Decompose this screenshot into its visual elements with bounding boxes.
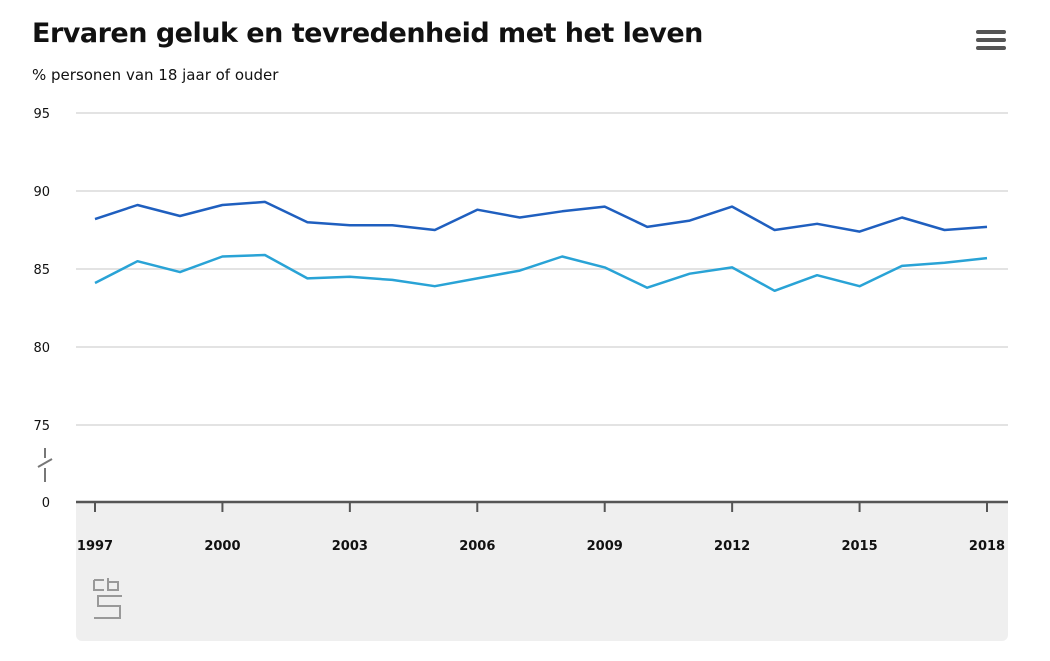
x-tick-label: 2006	[459, 539, 495, 554]
axes	[37, 448, 1008, 512]
y-tick-label: 80	[33, 341, 50, 356]
menu-bar	[976, 46, 1006, 50]
x-tick-label: 2000	[204, 539, 240, 554]
x-tick-label: 2012	[714, 539, 750, 554]
series-line-2[interactable]	[94, 253, 988, 293]
chart-subtitle: % personen van 18 jaar of ouder	[32, 66, 279, 84]
gridlines	[76, 112, 1008, 426]
chart-footer-panel	[76, 502, 1008, 641]
hamburger-menu-icon[interactable]	[976, 30, 1006, 54]
y-tick-label: 90	[33, 185, 50, 200]
axis-break-symbol	[37, 448, 53, 482]
menu-bar	[976, 30, 1006, 34]
cbs-logo-icon	[93, 578, 122, 619]
x-tick-label: 1997	[77, 539, 113, 554]
chart-title: Ervaren geluk en tevredenheid met het le…	[32, 18, 703, 49]
series-line-1[interactable]	[94, 200, 988, 233]
series-lines	[94, 200, 988, 293]
x-tick-label: 2003	[332, 539, 368, 554]
y-tick-label: 95	[33, 107, 50, 122]
x-tick-label: 2009	[587, 539, 623, 554]
tick-labels: 95 90 85 80 75 0 1997 2000 2003 2006 2009 2012 2015 2…	[33, 107, 1005, 554]
y-tick-label: 75	[33, 419, 50, 434]
x-tick-label: 2018	[969, 539, 1005, 554]
y-tick-label: 0	[42, 496, 50, 511]
x-tick-label: 2015	[841, 539, 877, 554]
menu-bar	[976, 38, 1006, 42]
y-tick-label: 85	[33, 263, 50, 278]
